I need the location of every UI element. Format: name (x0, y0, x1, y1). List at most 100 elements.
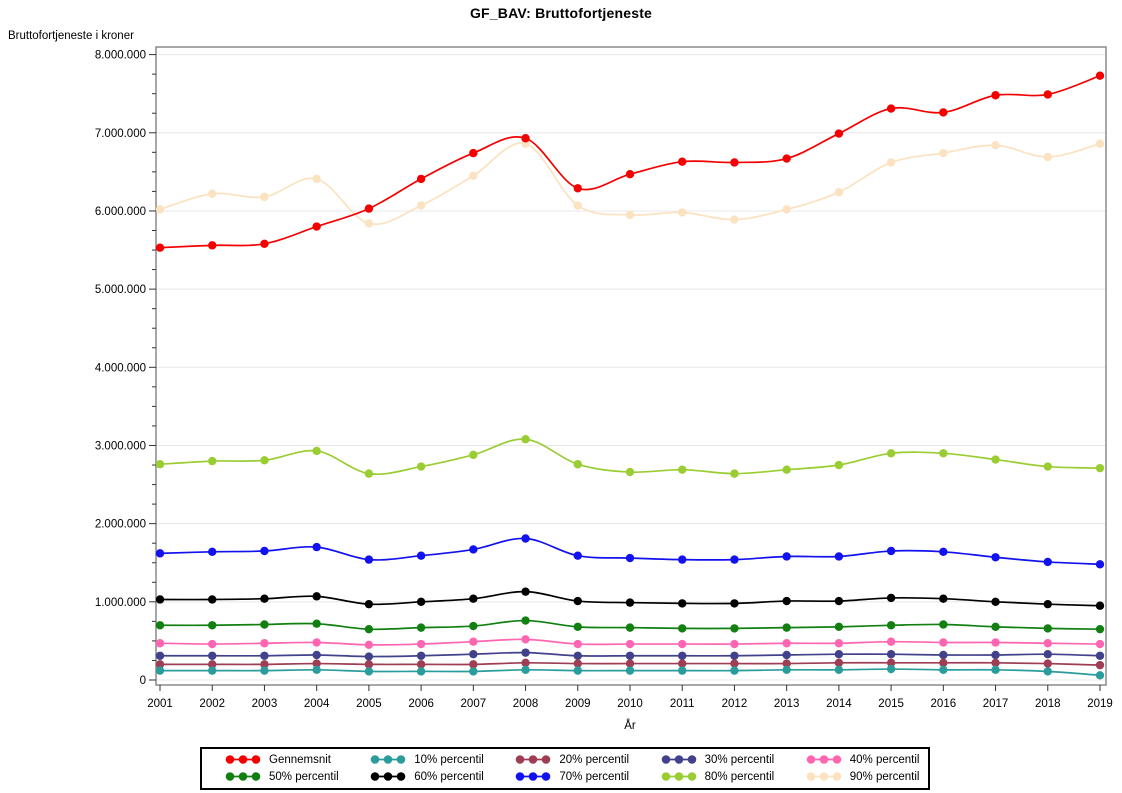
data-point-marker (364, 652, 374, 661)
data-point-marker (991, 658, 1000, 668)
legend-marker-dot (661, 755, 670, 764)
data-point-marker (678, 555, 687, 564)
legend-item-label: 10% percentil (414, 753, 484, 766)
data-point-marker (678, 651, 687, 660)
legend-marker-dot (832, 772, 842, 781)
data-point-marker (521, 635, 530, 644)
legend-marker-dot (529, 772, 538, 781)
data-point-marker (155, 549, 165, 558)
legend-marker-dot (806, 755, 816, 764)
data-point-marker (939, 638, 948, 647)
legend-item-30-percentil: 30% percentil (638, 751, 783, 768)
data-point-marker (208, 241, 217, 250)
data-point-marker (521, 134, 530, 143)
data-point-marker (782, 596, 791, 606)
data-point-marker (416, 667, 426, 676)
legend-item-50-percentil: 50% percentil (202, 768, 347, 785)
data-point-marker (1043, 650, 1052, 659)
data-point-marker (521, 648, 530, 657)
y-tick-label: 8.000.000 (95, 50, 146, 62)
data-point-marker (834, 552, 844, 561)
data-point-marker (312, 174, 321, 184)
data-point-marker (782, 465, 791, 474)
data-point-marker (260, 620, 269, 629)
x-tick-label: 2013 (774, 698, 800, 710)
data-point-marker (208, 595, 217, 604)
data-point-marker (991, 91, 1000, 100)
data-point-marker (573, 666, 582, 675)
data-point-marker (469, 637, 478, 646)
data-point-marker (155, 651, 165, 660)
data-point-marker (208, 189, 217, 198)
y-axis: 0 1.000.000 2.000.000 3.000.000 4.000.000 5.0… (95, 50, 156, 687)
x-tick-label: 2016 (931, 698, 957, 710)
x-tick-label: 2011 (670, 698, 695, 710)
x-tick-label: 2006 (408, 698, 434, 710)
legend-marker-dot (674, 772, 683, 781)
data-point-marker (364, 599, 374, 609)
data-point-marker (208, 660, 217, 669)
x-tick-label: 2014 (826, 698, 852, 710)
legend-item-label: 80% percentil (704, 770, 775, 783)
data-point-marker (730, 659, 739, 668)
data-point-marker (1095, 463, 1105, 473)
data-point-marker (208, 621, 217, 630)
legend-marker-dot (238, 755, 248, 764)
legend-series-marker-icon (661, 772, 696, 781)
data-point-marker (991, 141, 1000, 150)
data-point-marker (730, 555, 739, 564)
data-point-marker (782, 650, 791, 660)
data-point-marker (1043, 599, 1052, 609)
data-point-marker (260, 192, 269, 202)
x-axis: 2001 2002 2003 2004 2005 2006 2007 2008 2009 2010… (147, 685, 1113, 710)
data-point-marker (834, 658, 844, 668)
legend-marker-dot (383, 755, 393, 764)
data-point-marker (939, 620, 948, 629)
series-90-percentil (155, 139, 1105, 228)
data-point-marker (834, 639, 844, 648)
legend-series-marker-icon (806, 755, 842, 764)
legend-marker-dot (251, 772, 261, 781)
data-point-marker (730, 469, 739, 478)
data-point-marker (625, 170, 635, 179)
data-point-marker (730, 215, 739, 224)
data-point-marker (886, 593, 896, 603)
legend-marker-dot (661, 772, 670, 781)
legend-marker-dot (819, 772, 829, 781)
data-point-marker (939, 547, 948, 556)
data-point-marker (834, 129, 844, 138)
legend-item-label: 60% percentil (414, 770, 484, 783)
data-point-marker (521, 665, 530, 675)
data-point-marker (208, 547, 217, 556)
legend-marker-dot (383, 772, 393, 781)
data-point-marker (1043, 152, 1052, 162)
legend-item-label: Gennemsnit (269, 753, 332, 766)
legend-item-label: 90% percentil (849, 770, 920, 783)
data-point-marker (364, 555, 374, 564)
series-10-percentil (155, 664, 1105, 680)
x-tick-label: 2005 (356, 698, 382, 710)
data-point-marker (625, 210, 635, 220)
series-80-percentil (155, 435, 1105, 478)
legend-series-marker-icon (225, 755, 261, 764)
data-point-marker (155, 660, 165, 669)
data-point-marker (730, 639, 739, 649)
data-point-marker (886, 664, 896, 674)
data-point-marker (260, 666, 269, 675)
data-point-marker (260, 594, 269, 603)
x-tick-label: 2001 (147, 698, 173, 710)
data-point-marker (939, 449, 948, 458)
data-point-marker (364, 624, 374, 634)
legend-marker-dot (516, 772, 525, 781)
data-point-marker (625, 623, 635, 632)
data-point-marker (991, 650, 1000, 660)
data-point-marker (469, 450, 478, 460)
data-point-marker (260, 651, 269, 660)
data-point-marker (155, 666, 165, 675)
data-point-marker (782, 639, 791, 648)
legend-marker-dot (238, 772, 248, 781)
legend-item-20-percentil: 20% percentil (492, 751, 637, 768)
data-point-marker (1095, 651, 1105, 660)
data-point-marker (834, 665, 844, 675)
